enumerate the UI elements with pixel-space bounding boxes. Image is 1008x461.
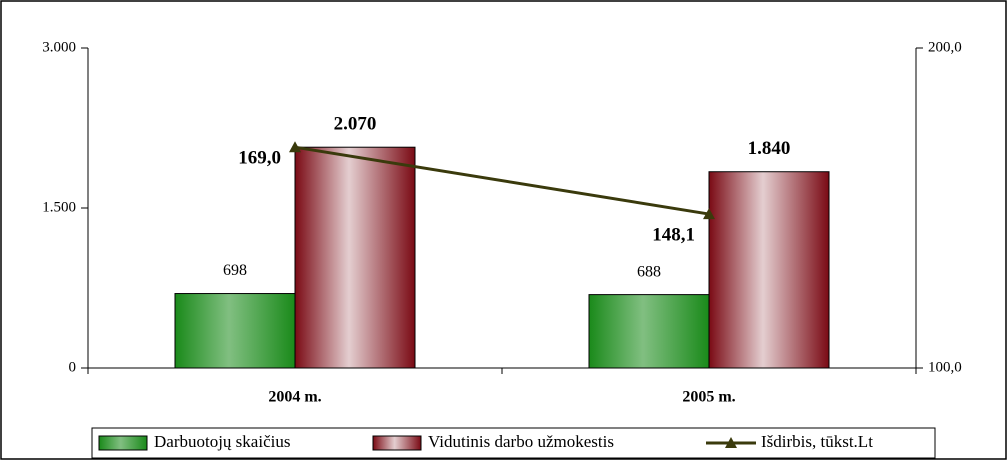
data-label: 688 xyxy=(637,263,661,280)
data-label: 148,1 xyxy=(652,224,695,245)
legend-label: Vidutinis darbo užmokestis xyxy=(428,432,614,451)
legend-swatch xyxy=(98,435,148,451)
x-tick-label: 2004 m. xyxy=(268,389,321,406)
data-label: 2.070 xyxy=(334,114,377,135)
x-tick-label: 2005 m. xyxy=(682,389,735,406)
y-tick-label: 0 xyxy=(69,359,77,375)
legend-box xyxy=(91,427,936,459)
legend-swatch xyxy=(725,437,737,448)
legend-swatch xyxy=(372,435,422,451)
legend-label: Išdirbis, tūkst.Lt xyxy=(761,432,873,451)
data-label: 698 xyxy=(223,262,247,279)
bar xyxy=(294,146,416,369)
marker xyxy=(289,141,301,153)
data-label: 1.840 xyxy=(748,138,791,159)
bar xyxy=(588,294,710,369)
y2-tick-label: 200,0 xyxy=(928,39,962,55)
y2-tick-label: 100,0 xyxy=(928,359,962,375)
line xyxy=(294,145,710,216)
bar xyxy=(708,171,830,369)
y-tick-label: 1.500 xyxy=(42,199,76,215)
legend-label: Darbuotojų skaičius xyxy=(154,432,290,451)
bar xyxy=(174,293,296,369)
data-label: 169,0 xyxy=(238,148,281,169)
marker xyxy=(703,208,715,220)
y-tick-label: 3.000 xyxy=(42,39,76,55)
